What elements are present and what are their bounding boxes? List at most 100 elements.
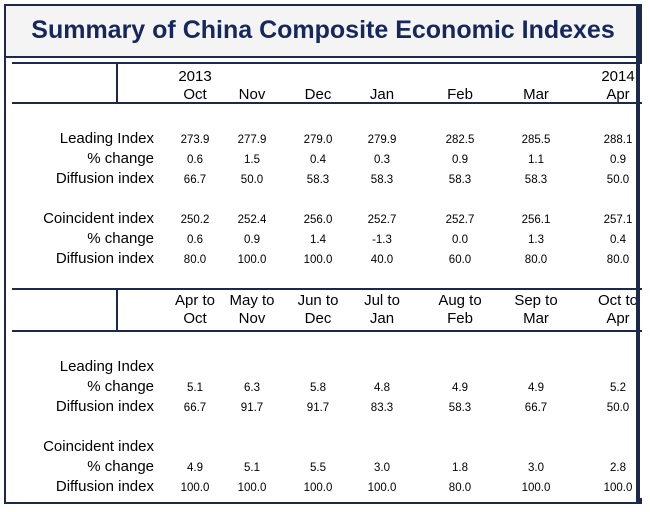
table-cell: 288.1 <box>603 134 633 146</box>
row-label: Coincident index <box>43 210 154 227</box>
table-cell: 58.3 <box>448 174 472 186</box>
table-cell: 80.0 <box>606 254 630 266</box>
table-cell: 0.9 <box>452 154 468 166</box>
column-header-bottom: Mar <box>523 310 549 327</box>
row-label: Coincident index <box>43 438 154 455</box>
table-cell: -1.3 <box>372 234 392 246</box>
table-cell: 1.3 <box>528 234 544 246</box>
column-header-bottom: Dec <box>304 86 332 103</box>
table-cell: 256.0 <box>303 214 333 226</box>
column-header-top: Sep to <box>514 292 558 309</box>
panel-divider <box>12 62 642 64</box>
table-cell: 4.9 <box>528 382 544 394</box>
table-cell: 50.0 <box>240 174 264 186</box>
table-cell: 58.3 <box>370 174 394 186</box>
column-header-bottom: Apr <box>606 86 630 103</box>
row-label: % change <box>87 230 154 247</box>
table-cell: 273.9 <box>180 134 210 146</box>
table-cell: 279.9 <box>367 134 397 146</box>
row-label: Diffusion index <box>55 250 154 267</box>
table-cell: 252.7 <box>445 214 475 226</box>
table-cell: 6.3 <box>244 382 260 394</box>
table-cell: 3.0 <box>528 462 544 474</box>
column-header-bottom: Jan <box>369 86 395 103</box>
column-header-top: Oct to <box>597 292 638 309</box>
table-cell: 0.9 <box>610 154 626 166</box>
table-cell: 100.0 <box>180 482 210 494</box>
table-cell: 80.0 <box>448 482 472 494</box>
table-cell: 0.6 <box>187 234 203 246</box>
table-cell: 100.0 <box>237 254 267 266</box>
column-header-bottom: Oct <box>183 86 207 103</box>
table-cell: 252.4 <box>237 214 267 226</box>
label-column-divider <box>116 288 118 330</box>
column-header-top: May to <box>229 292 275 309</box>
table-cell: 279.0 <box>303 134 333 146</box>
table-cell: 282.5 <box>445 134 475 146</box>
table-cell: 0.9 <box>244 234 260 246</box>
table-cell: 0.4 <box>610 234 626 246</box>
table-cell: 83.3 <box>370 402 394 414</box>
header-divider <box>12 102 642 104</box>
label-column-divider <box>116 62 118 102</box>
table-cell: 0.4 <box>310 154 326 166</box>
table-cell: 3.0 <box>374 462 390 474</box>
table-cell: 5.1 <box>244 462 260 474</box>
column-header-bottom: Nov <box>238 310 266 327</box>
header-divider <box>12 330 642 332</box>
table-cell: 58.3 <box>524 174 548 186</box>
column-header-top: Jul to <box>364 292 400 309</box>
table-cell: 66.7 <box>183 174 207 186</box>
column-header-bottom: Apr <box>606 310 630 327</box>
table-cell: 80.0 <box>183 254 207 266</box>
row-label: Diffusion index <box>55 478 154 495</box>
table-cell: 58.3 <box>448 402 472 414</box>
table-cell: 0.6 <box>187 154 203 166</box>
column-header-bottom: Oct <box>183 310 207 327</box>
table-cell: 1.4 <box>310 234 326 246</box>
monthly-panel: 2013 Oct Nov Dec Jan Feb Mar 2014 Apr Leading Ind… <box>12 62 642 290</box>
table-cell: 66.7 <box>524 402 548 414</box>
table-cell: 80.0 <box>524 254 548 266</box>
row-label: % change <box>87 150 154 167</box>
column-header-top: 2013 <box>178 68 212 85</box>
table-cell: 4.9 <box>452 382 468 394</box>
column-header-bottom: Feb <box>447 310 473 327</box>
table-cell: 100.0 <box>303 254 333 266</box>
table-cell: 100.0 <box>237 482 267 494</box>
column-header-top: Apr to <box>174 292 216 309</box>
column-header-bottom: Feb <box>447 86 473 103</box>
table-cell: 50.0 <box>606 402 630 414</box>
six-month-panel: Apr to Oct May to Nov Jun to Dec Jul to Jan Aug … <box>12 288 642 498</box>
column-header-bottom: Mar <box>523 86 549 103</box>
row-label: Leading Index <box>59 130 154 147</box>
table-cell: 4.8 <box>374 382 390 394</box>
table-cell: 58.3 <box>306 174 330 186</box>
panel-divider <box>12 288 642 290</box>
table-cell: 5.2 <box>610 382 626 394</box>
column-header-bottom: Jan <box>369 310 395 327</box>
column-header-bottom: Nov <box>238 86 266 103</box>
table-cell: 1.1 <box>528 154 544 166</box>
table-cell: 100.0 <box>303 482 333 494</box>
table-cell: 40.0 <box>370 254 394 266</box>
table-cell: 277.9 <box>237 134 267 146</box>
right-edge-rule <box>636 6 640 502</box>
table-cell: 5.1 <box>187 382 203 394</box>
table-cell: 91.7 <box>240 402 264 414</box>
column-header-top: Jun to <box>297 292 339 309</box>
table-cell: 66.7 <box>183 402 207 414</box>
table-cell: 4.9 <box>187 462 203 474</box>
row-label: Leading Index <box>59 358 154 375</box>
row-label: Diffusion index <box>55 398 154 415</box>
table-cell: 1.5 <box>244 154 260 166</box>
table-cell: 100.0 <box>521 482 551 494</box>
column-header-top: 2014 <box>601 68 635 85</box>
page-title: Summary of China Composite Economic Inde… <box>6 6 640 58</box>
row-label: Diffusion index <box>55 170 154 187</box>
table-cell: 50.0 <box>606 174 630 186</box>
table-cell: 2.8 <box>610 462 626 474</box>
row-label: % change <box>87 378 154 395</box>
table-cell: 1.8 <box>452 462 468 474</box>
column-header-bottom: Dec <box>304 310 332 327</box>
